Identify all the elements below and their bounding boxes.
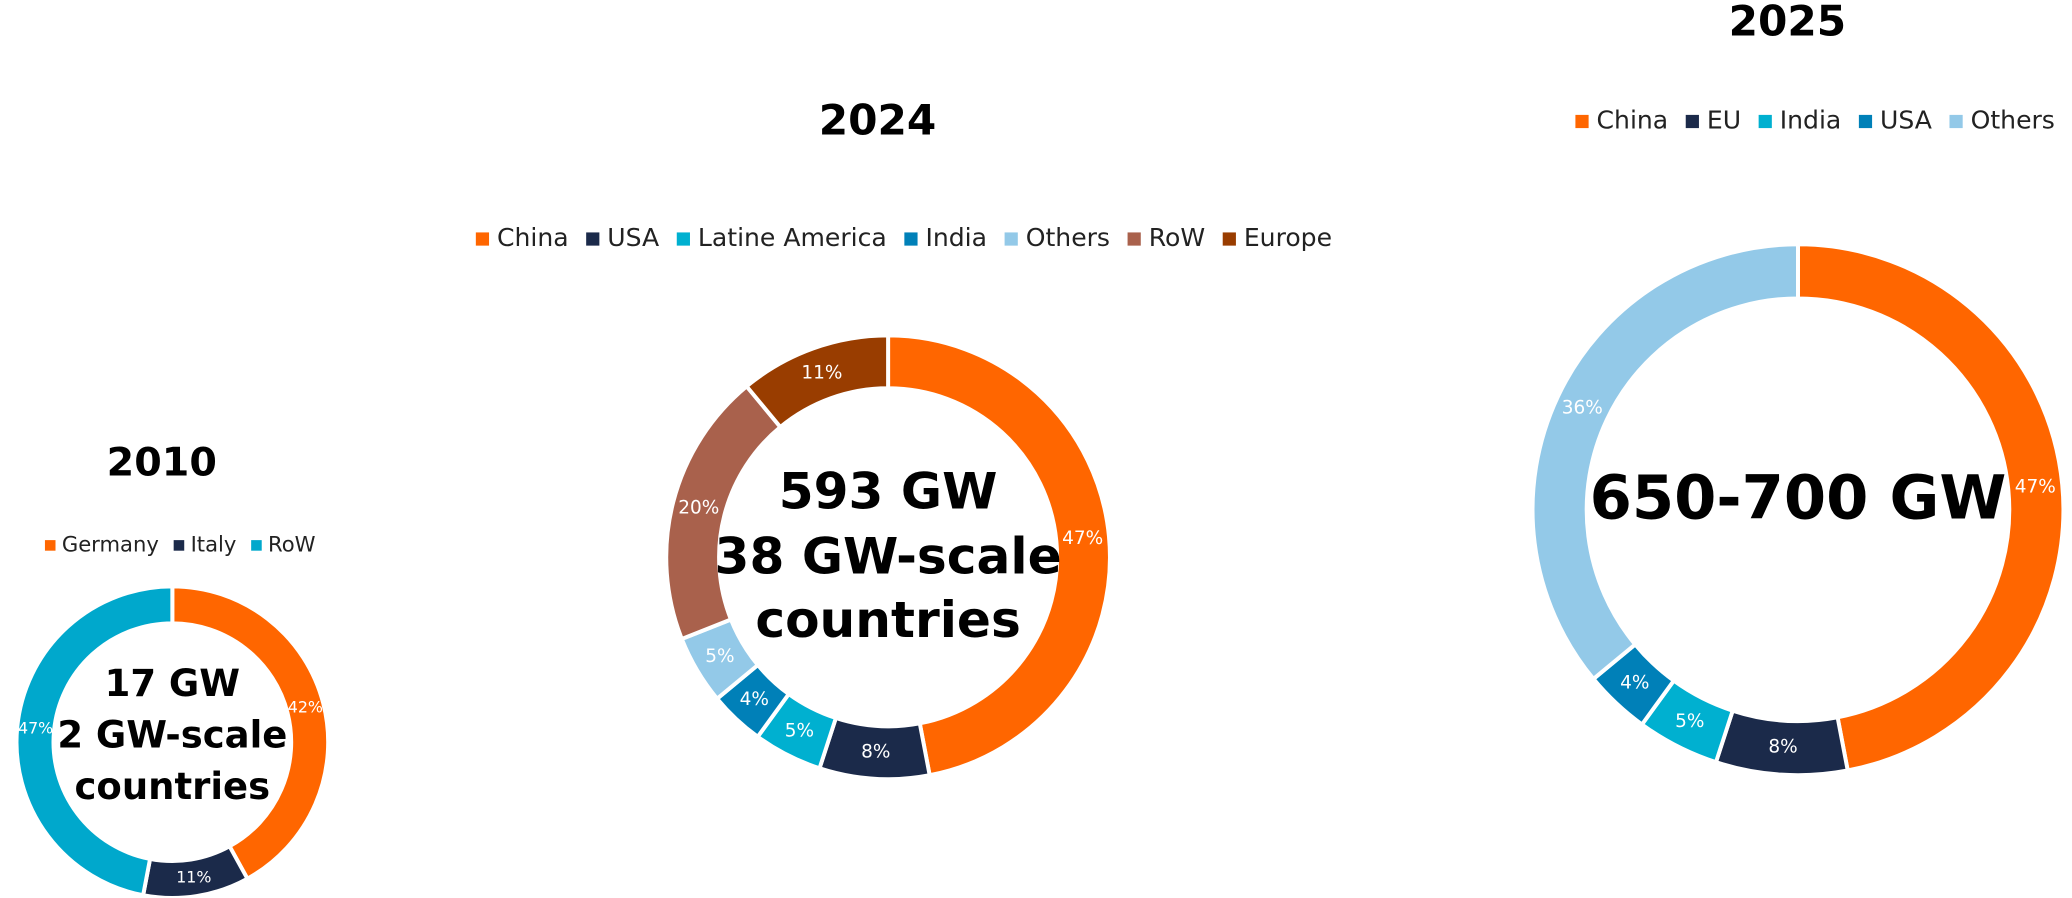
center-text: countries bbox=[75, 765, 271, 808]
legend-label: Latine America bbox=[698, 223, 887, 252]
legend-label: USA bbox=[607, 223, 659, 252]
legend-label: China bbox=[1597, 105, 1669, 134]
legend-label: Others bbox=[1026, 223, 1110, 252]
center-text: countries bbox=[755, 590, 1020, 649]
data-label: 5% bbox=[1675, 711, 1704, 732]
legend-swatch bbox=[1222, 232, 1236, 246]
data-label: 47% bbox=[2015, 476, 2056, 497]
legend-swatch bbox=[1858, 114, 1873, 129]
chart-title: 2010 bbox=[107, 439, 217, 485]
legend-swatch bbox=[676, 232, 690, 246]
data-label: 11% bbox=[176, 867, 211, 886]
legend-label: Germany bbox=[62, 531, 159, 556]
data-label: 5% bbox=[705, 646, 734, 667]
data-label: 36% bbox=[1562, 397, 1603, 418]
legend-label: RoW bbox=[268, 531, 316, 556]
legend-swatch bbox=[1004, 232, 1018, 246]
donut-segment bbox=[14, 584, 175, 898]
data-label: 47% bbox=[1062, 528, 1103, 549]
center-text: 17 GW bbox=[105, 662, 240, 705]
center-text: 593 GW bbox=[779, 462, 998, 521]
chart-title: 2025 bbox=[1729, 0, 1847, 45]
legend-label: EU bbox=[1707, 105, 1741, 134]
legend-swatch bbox=[586, 232, 600, 246]
data-label: 4% bbox=[1620, 673, 1649, 694]
legend-swatch bbox=[1758, 114, 1772, 129]
legend-swatch bbox=[251, 540, 262, 551]
legend-swatch bbox=[1949, 114, 1963, 129]
legend-label: Italy bbox=[191, 531, 237, 556]
legend-swatch bbox=[904, 232, 918, 246]
data-label: 47% bbox=[18, 719, 53, 738]
chart-title: 2024 bbox=[819, 95, 937, 144]
data-label: 5% bbox=[785, 720, 814, 741]
data-label: 42% bbox=[288, 698, 323, 717]
legend-label: Others bbox=[1971, 105, 2055, 134]
donut-segment bbox=[1530, 242, 1800, 682]
donut-segment bbox=[1795, 242, 2066, 773]
data-label: 8% bbox=[1768, 737, 1797, 758]
legend-swatch bbox=[1127, 232, 1141, 246]
center-text: 2 GW-scale bbox=[57, 713, 287, 756]
legend-label: India bbox=[1780, 105, 1842, 134]
donut-segment bbox=[886, 333, 1112, 778]
data-label: 4% bbox=[740, 689, 769, 710]
legend-label: India bbox=[925, 223, 987, 252]
center-text: 650-700 GW bbox=[1590, 463, 2007, 533]
legend-label: China bbox=[497, 223, 569, 252]
donut-segment bbox=[743, 333, 891, 430]
legend-label: Europe bbox=[1244, 223, 1332, 252]
donut-segment bbox=[170, 584, 331, 882]
legend-swatch bbox=[1575, 114, 1589, 129]
legend-label: RoW bbox=[1149, 223, 1205, 252]
legend-swatch bbox=[475, 232, 490, 246]
legend-swatch bbox=[44, 540, 56, 551]
center-text: 38 GW-scale bbox=[715, 526, 1062, 585]
data-label: 11% bbox=[801, 362, 842, 383]
data-label: 20% bbox=[678, 498, 719, 519]
legend-label: USA bbox=[1880, 105, 1932, 134]
legend-swatch bbox=[1685, 114, 1699, 129]
data-label: 8% bbox=[861, 741, 890, 762]
legend-swatch bbox=[173, 540, 185, 551]
